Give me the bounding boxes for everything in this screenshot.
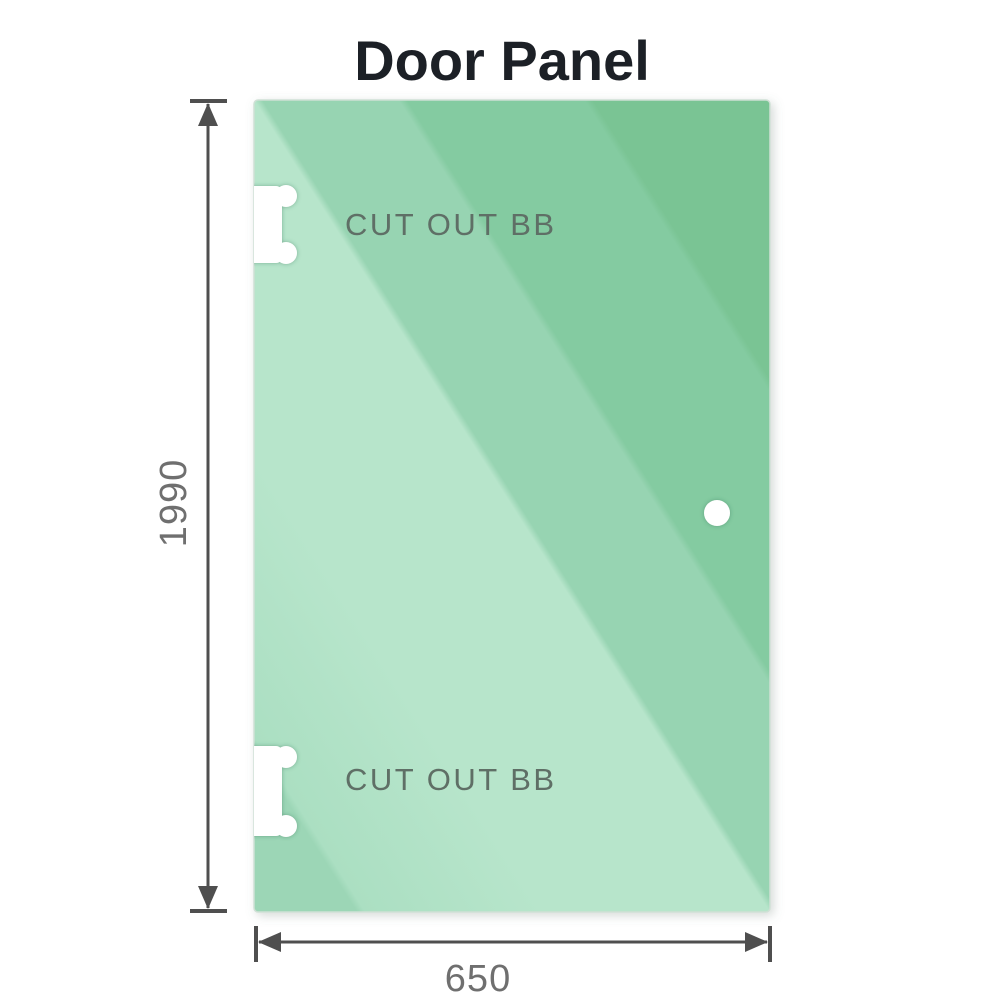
width-dimension: 650 — [254, 926, 772, 1000]
arrow-left-icon — [258, 932, 281, 952]
page-title: Door Panel — [354, 29, 650, 92]
cutout-label-bottom: CUT OUT BB — [345, 762, 557, 797]
panel-features — [254, 185, 730, 837]
handle-hole-icon — [704, 500, 730, 526]
width-value: 650 — [445, 958, 511, 1000]
arrow-right-icon — [745, 932, 768, 952]
height-dimension: 1990 — [153, 99, 227, 913]
arrow-down-icon — [198, 886, 218, 909]
glass-panel — [253, 99, 771, 913]
arrow-up-icon — [198, 103, 218, 126]
hinge-cutout-top-icon — [254, 185, 297, 264]
height-value: 1990 — [153, 459, 195, 548]
cutout-label-top: CUT OUT BB — [345, 207, 557, 242]
hinge-cutout-bottom-icon — [254, 746, 297, 837]
